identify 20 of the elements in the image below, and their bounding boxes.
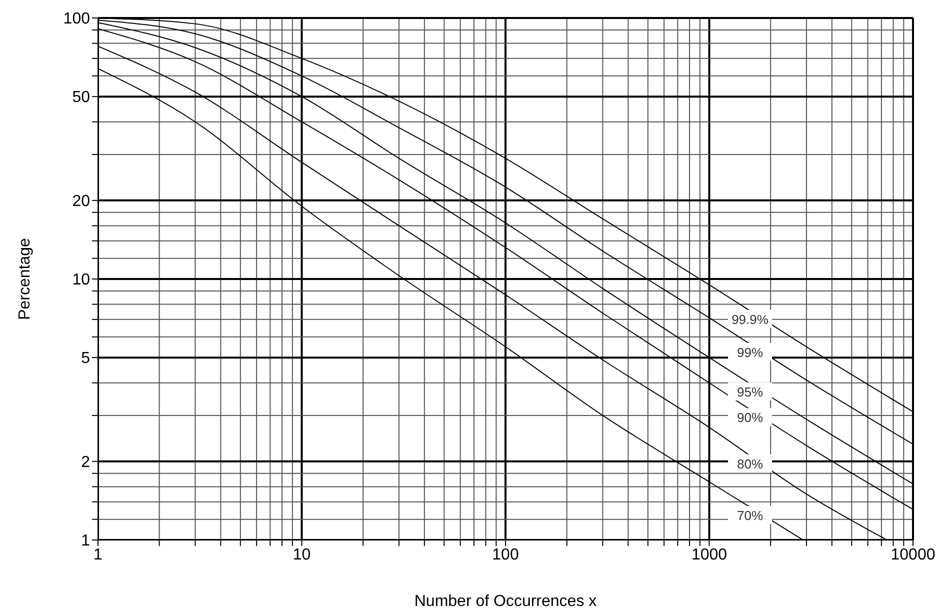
- series-label: 95%: [736, 384, 764, 400]
- series-label: 99%: [736, 344, 764, 360]
- x-axis-title: Number of Occurrences x: [414, 593, 597, 610]
- series-label: 70%: [736, 508, 764, 524]
- x-tick-label: 10: [292, 546, 311, 564]
- series-label: 90%: [736, 410, 764, 426]
- y-axis-title: Percentage: [16, 238, 34, 320]
- series-label: 99.9%: [732, 312, 769, 327]
- x-tick-label: 10000: [890, 546, 936, 564]
- y-tick-label: 2: [81, 454, 90, 472]
- y-tick-label: 10: [72, 272, 90, 289]
- y-tick-label: 100: [63, 10, 90, 28]
- x-tick-label: 100: [492, 546, 519, 564]
- y-tick-label: 1: [81, 532, 90, 550]
- y-tick-label: 5: [81, 350, 90, 368]
- x-tick-label: 1: [94, 546, 103, 564]
- y-tick-label: 20: [72, 193, 90, 210]
- series-label: 80%: [736, 456, 764, 472]
- y-tick-label: 50: [72, 89, 90, 106]
- x-tick-label: 1000: [691, 546, 728, 564]
